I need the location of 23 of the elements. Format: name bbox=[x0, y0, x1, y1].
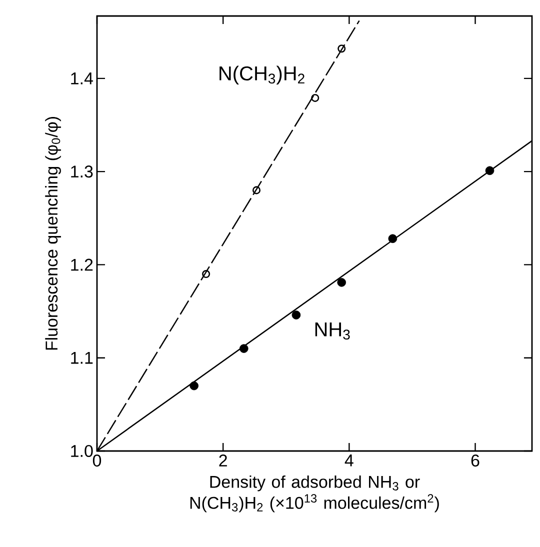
y-tick-label: 1.0 bbox=[71, 444, 93, 458]
point bbox=[202, 270, 210, 278]
point bbox=[337, 278, 346, 287]
x-tick-label: 0 bbox=[92, 454, 102, 467]
x-tick-label: 2 bbox=[219, 454, 227, 466]
y-tick-label: 1.1 bbox=[71, 352, 93, 364]
point bbox=[388, 234, 398, 244]
point bbox=[485, 166, 494, 176]
point bbox=[239, 344, 248, 353]
text: Density of adsorbed NH$_{3}$ or N(CH$_{3}$)H$_{2}$ (×10$^{13}$ molecules/cm$^{2}$) bbox=[190, 475, 439, 512]
series-label: N(CH$_{3}$)H$_{2}$ bbox=[220, 66, 304, 84]
x-tick-label: 4 bbox=[344, 454, 354, 466]
point bbox=[338, 44, 346, 53]
point bbox=[252, 186, 261, 194]
y-tick-label: 1.4 bbox=[71, 72, 93, 84]
point bbox=[292, 310, 301, 320]
point bbox=[311, 94, 320, 102]
point bbox=[190, 381, 198, 390]
x-tick-label: 6 bbox=[471, 454, 480, 467]
y-tick-label: 1.2 bbox=[71, 258, 93, 271]
series-label: NH$_{3}$ bbox=[315, 322, 350, 340]
y-axis-title: Fluorescence quenching (φ$_{0}$/φ) bbox=[45, 116, 61, 350]
y-tick-label: 1.3 bbox=[71, 166, 93, 178]
